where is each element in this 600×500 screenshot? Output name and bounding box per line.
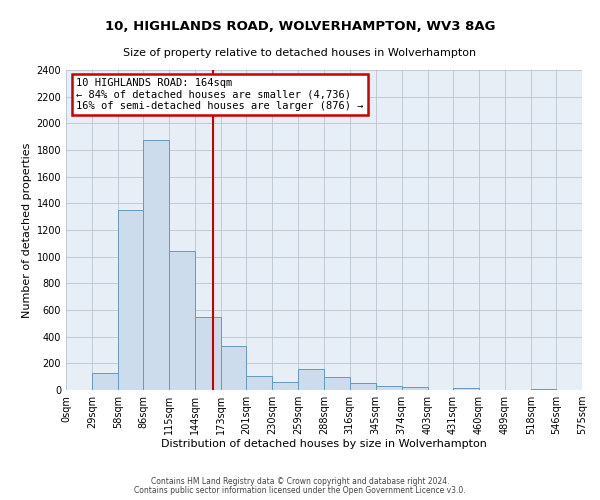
Bar: [376, 386, 401, 390]
Bar: [298, 370, 325, 390]
Bar: [195, 318, 221, 390]
Text: Contains public sector information licensed under the Open Government Licence v3: Contains public sector information licen…: [134, 486, 466, 495]
Bar: [272, 382, 298, 390]
Bar: [325, 376, 350, 390]
Bar: [169, 252, 195, 390]
Text: 10 HIGHLANDS ROAD: 164sqm
← 84% of detached houses are smaller (4,736)
16% of se: 10 HIGHLANDS ROAD: 164sqm ← 84% of detac…: [76, 78, 364, 111]
Bar: [92, 374, 118, 390]
Bar: [350, 382, 376, 390]
X-axis label: Distribution of detached houses by size in Wolverhampton: Distribution of detached houses by size …: [161, 438, 487, 448]
Bar: [531, 388, 556, 390]
Y-axis label: Number of detached properties: Number of detached properties: [22, 142, 32, 318]
Bar: [247, 376, 272, 390]
Bar: [143, 140, 169, 390]
Text: Size of property relative to detached houses in Wolverhampton: Size of property relative to detached ho…: [124, 48, 476, 58]
Text: 10, HIGHLANDS ROAD, WOLVERHAMPTON, WV3 8AG: 10, HIGHLANDS ROAD, WOLVERHAMPTON, WV3 8…: [105, 20, 495, 33]
Bar: [401, 388, 428, 390]
Text: Contains HM Land Registry data © Crown copyright and database right 2024.: Contains HM Land Registry data © Crown c…: [151, 477, 449, 486]
Bar: [453, 388, 479, 390]
Bar: [118, 210, 143, 390]
Bar: [221, 346, 247, 390]
